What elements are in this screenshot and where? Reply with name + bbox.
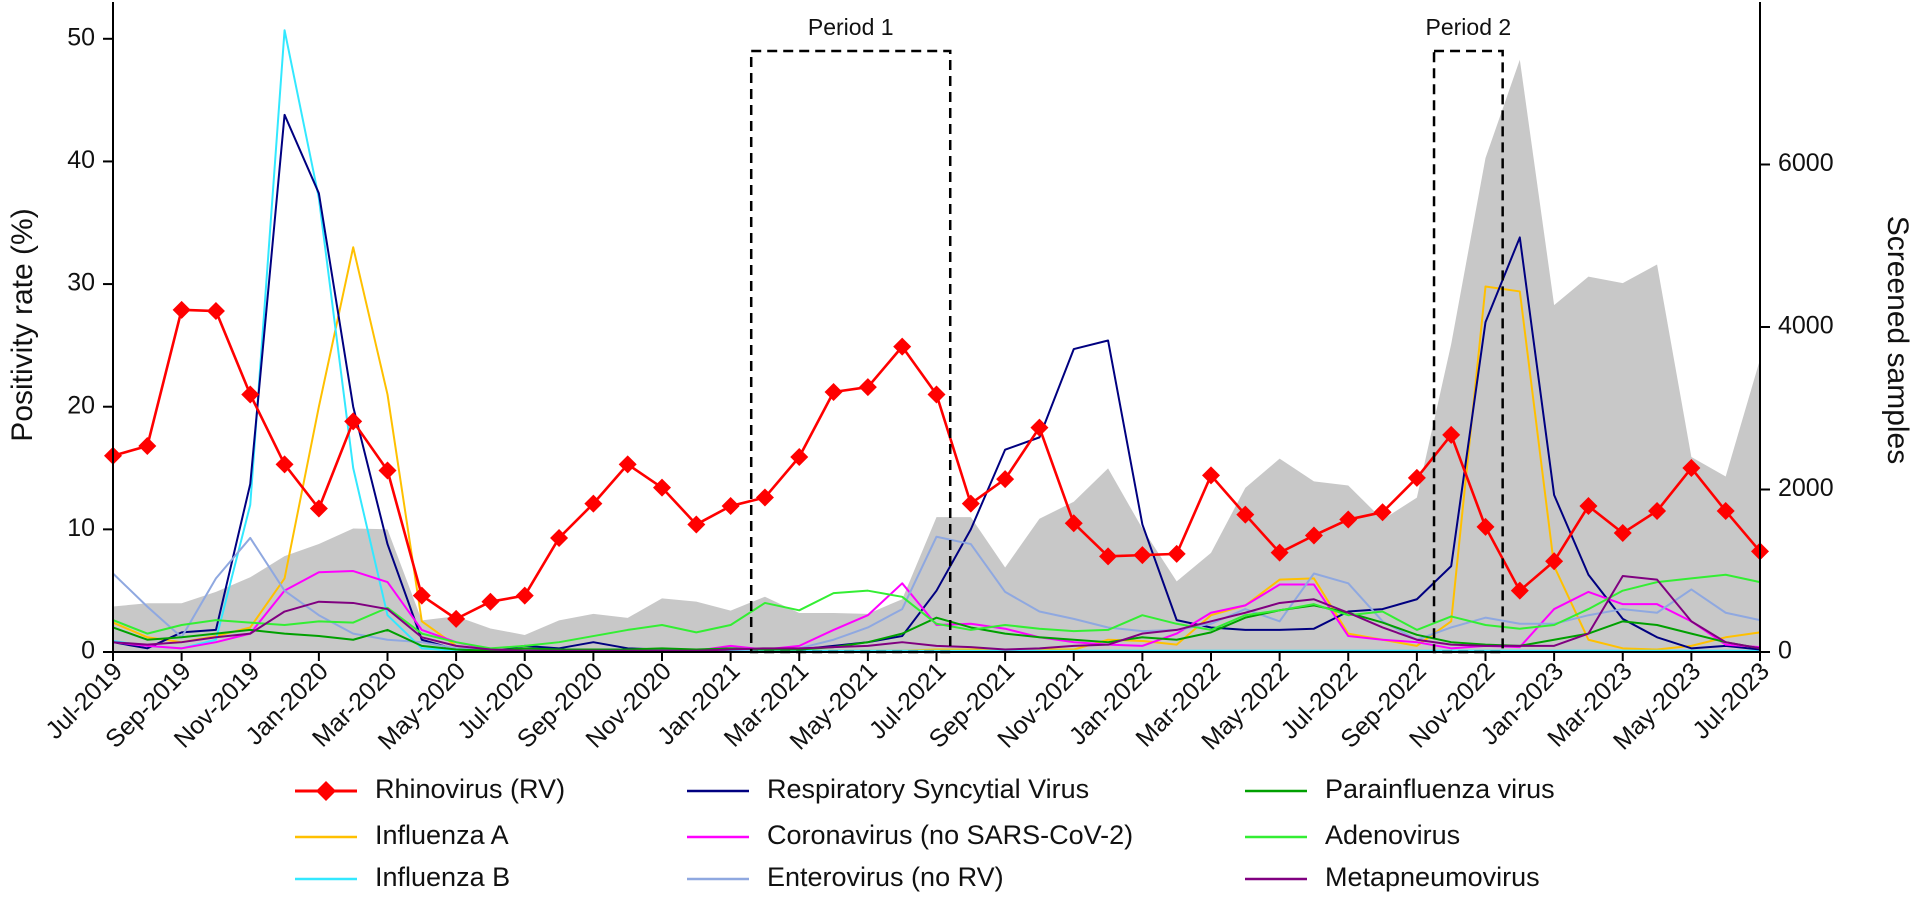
legend-label: Coronavirus (no SARS-CoV-2) [767, 820, 1133, 850]
period-label: Period 1 [808, 14, 894, 40]
marker [172, 300, 191, 319]
y2-tick-label: 6000 [1778, 149, 1834, 177]
marker [1167, 544, 1186, 563]
legend-label: Enterovirus (no RV) [767, 862, 1004, 892]
legend-label: Adenovirus [1325, 820, 1460, 850]
marker [309, 499, 328, 518]
line [112, 29, 1760, 652]
line [112, 246, 1761, 652]
marker [755, 488, 774, 507]
marker [893, 337, 912, 356]
y2-tick-label: 0 [1778, 637, 1792, 665]
legend-label: Parainfluenza virus [1325, 774, 1555, 804]
marker [1202, 466, 1220, 485]
y-tick-label: 50 [67, 23, 95, 51]
line [112, 604, 1761, 652]
marker [1339, 510, 1358, 529]
marker [721, 497, 740, 516]
marker [1476, 517, 1495, 536]
legend-label: Metapneumovirus [1325, 862, 1540, 892]
line [112, 573, 1761, 650]
y2-axis-label: Screened samples [1881, 216, 1914, 464]
marker [790, 448, 809, 466]
legend-label: Influenza B [375, 862, 510, 892]
marker [550, 528, 569, 547]
marker [927, 385, 946, 404]
y-tick-label: 30 [67, 269, 95, 297]
legend-label: Influenza A [375, 820, 509, 850]
marker [687, 515, 706, 534]
marker [1064, 514, 1083, 533]
marker [1030, 418, 1049, 437]
y-tick-label: 0 [81, 637, 95, 665]
marker [1099, 547, 1118, 566]
marker [1648, 501, 1667, 520]
marker [1236, 505, 1255, 524]
y-axis-label: Positivity rate (%) [6, 208, 39, 441]
marker [275, 455, 294, 474]
marker [447, 609, 466, 628]
marker [1407, 468, 1426, 487]
marker [1579, 497, 1598, 516]
area [113, 59, 1760, 652]
y2-tick-label: 2000 [1778, 474, 1834, 502]
marker [241, 385, 260, 404]
marker [1510, 581, 1529, 600]
y-tick-label: 20 [67, 391, 95, 419]
period-box [1432, 49, 1504, 654]
line [112, 535, 1761, 652]
legend-label: Rhinovirus (RV) [375, 774, 565, 804]
y2-tick-label: 4000 [1778, 312, 1834, 340]
line [112, 574, 1761, 652]
legend-label: Respiratory Syncytial Virus [767, 774, 1089, 804]
marker [1442, 425, 1461, 444]
marker [1304, 526, 1323, 545]
marker [1545, 552, 1564, 571]
marker [481, 592, 500, 611]
marker [1373, 503, 1392, 522]
marker [961, 494, 980, 513]
marker [344, 412, 363, 431]
marker [206, 302, 225, 321]
y-tick-label: 40 [67, 146, 95, 174]
marker [138, 436, 157, 455]
marker [412, 586, 431, 605]
period-label: Period 2 [1426, 14, 1512, 40]
marker [1682, 459, 1701, 478]
marker [515, 586, 534, 605]
marker [584, 494, 603, 513]
marker [653, 478, 671, 497]
marker [378, 461, 397, 480]
marker [1716, 501, 1735, 520]
marker [996, 470, 1015, 489]
marker [618, 455, 637, 474]
marker [1133, 546, 1152, 565]
marker [824, 383, 843, 401]
marker [858, 378, 877, 397]
line [112, 113, 1761, 652]
legend-marker [316, 781, 336, 801]
x-tick-label: Jul-2023 [1687, 657, 1775, 745]
marker [1613, 524, 1632, 543]
y-tick-label: 10 [67, 514, 95, 542]
marker [1270, 543, 1289, 562]
